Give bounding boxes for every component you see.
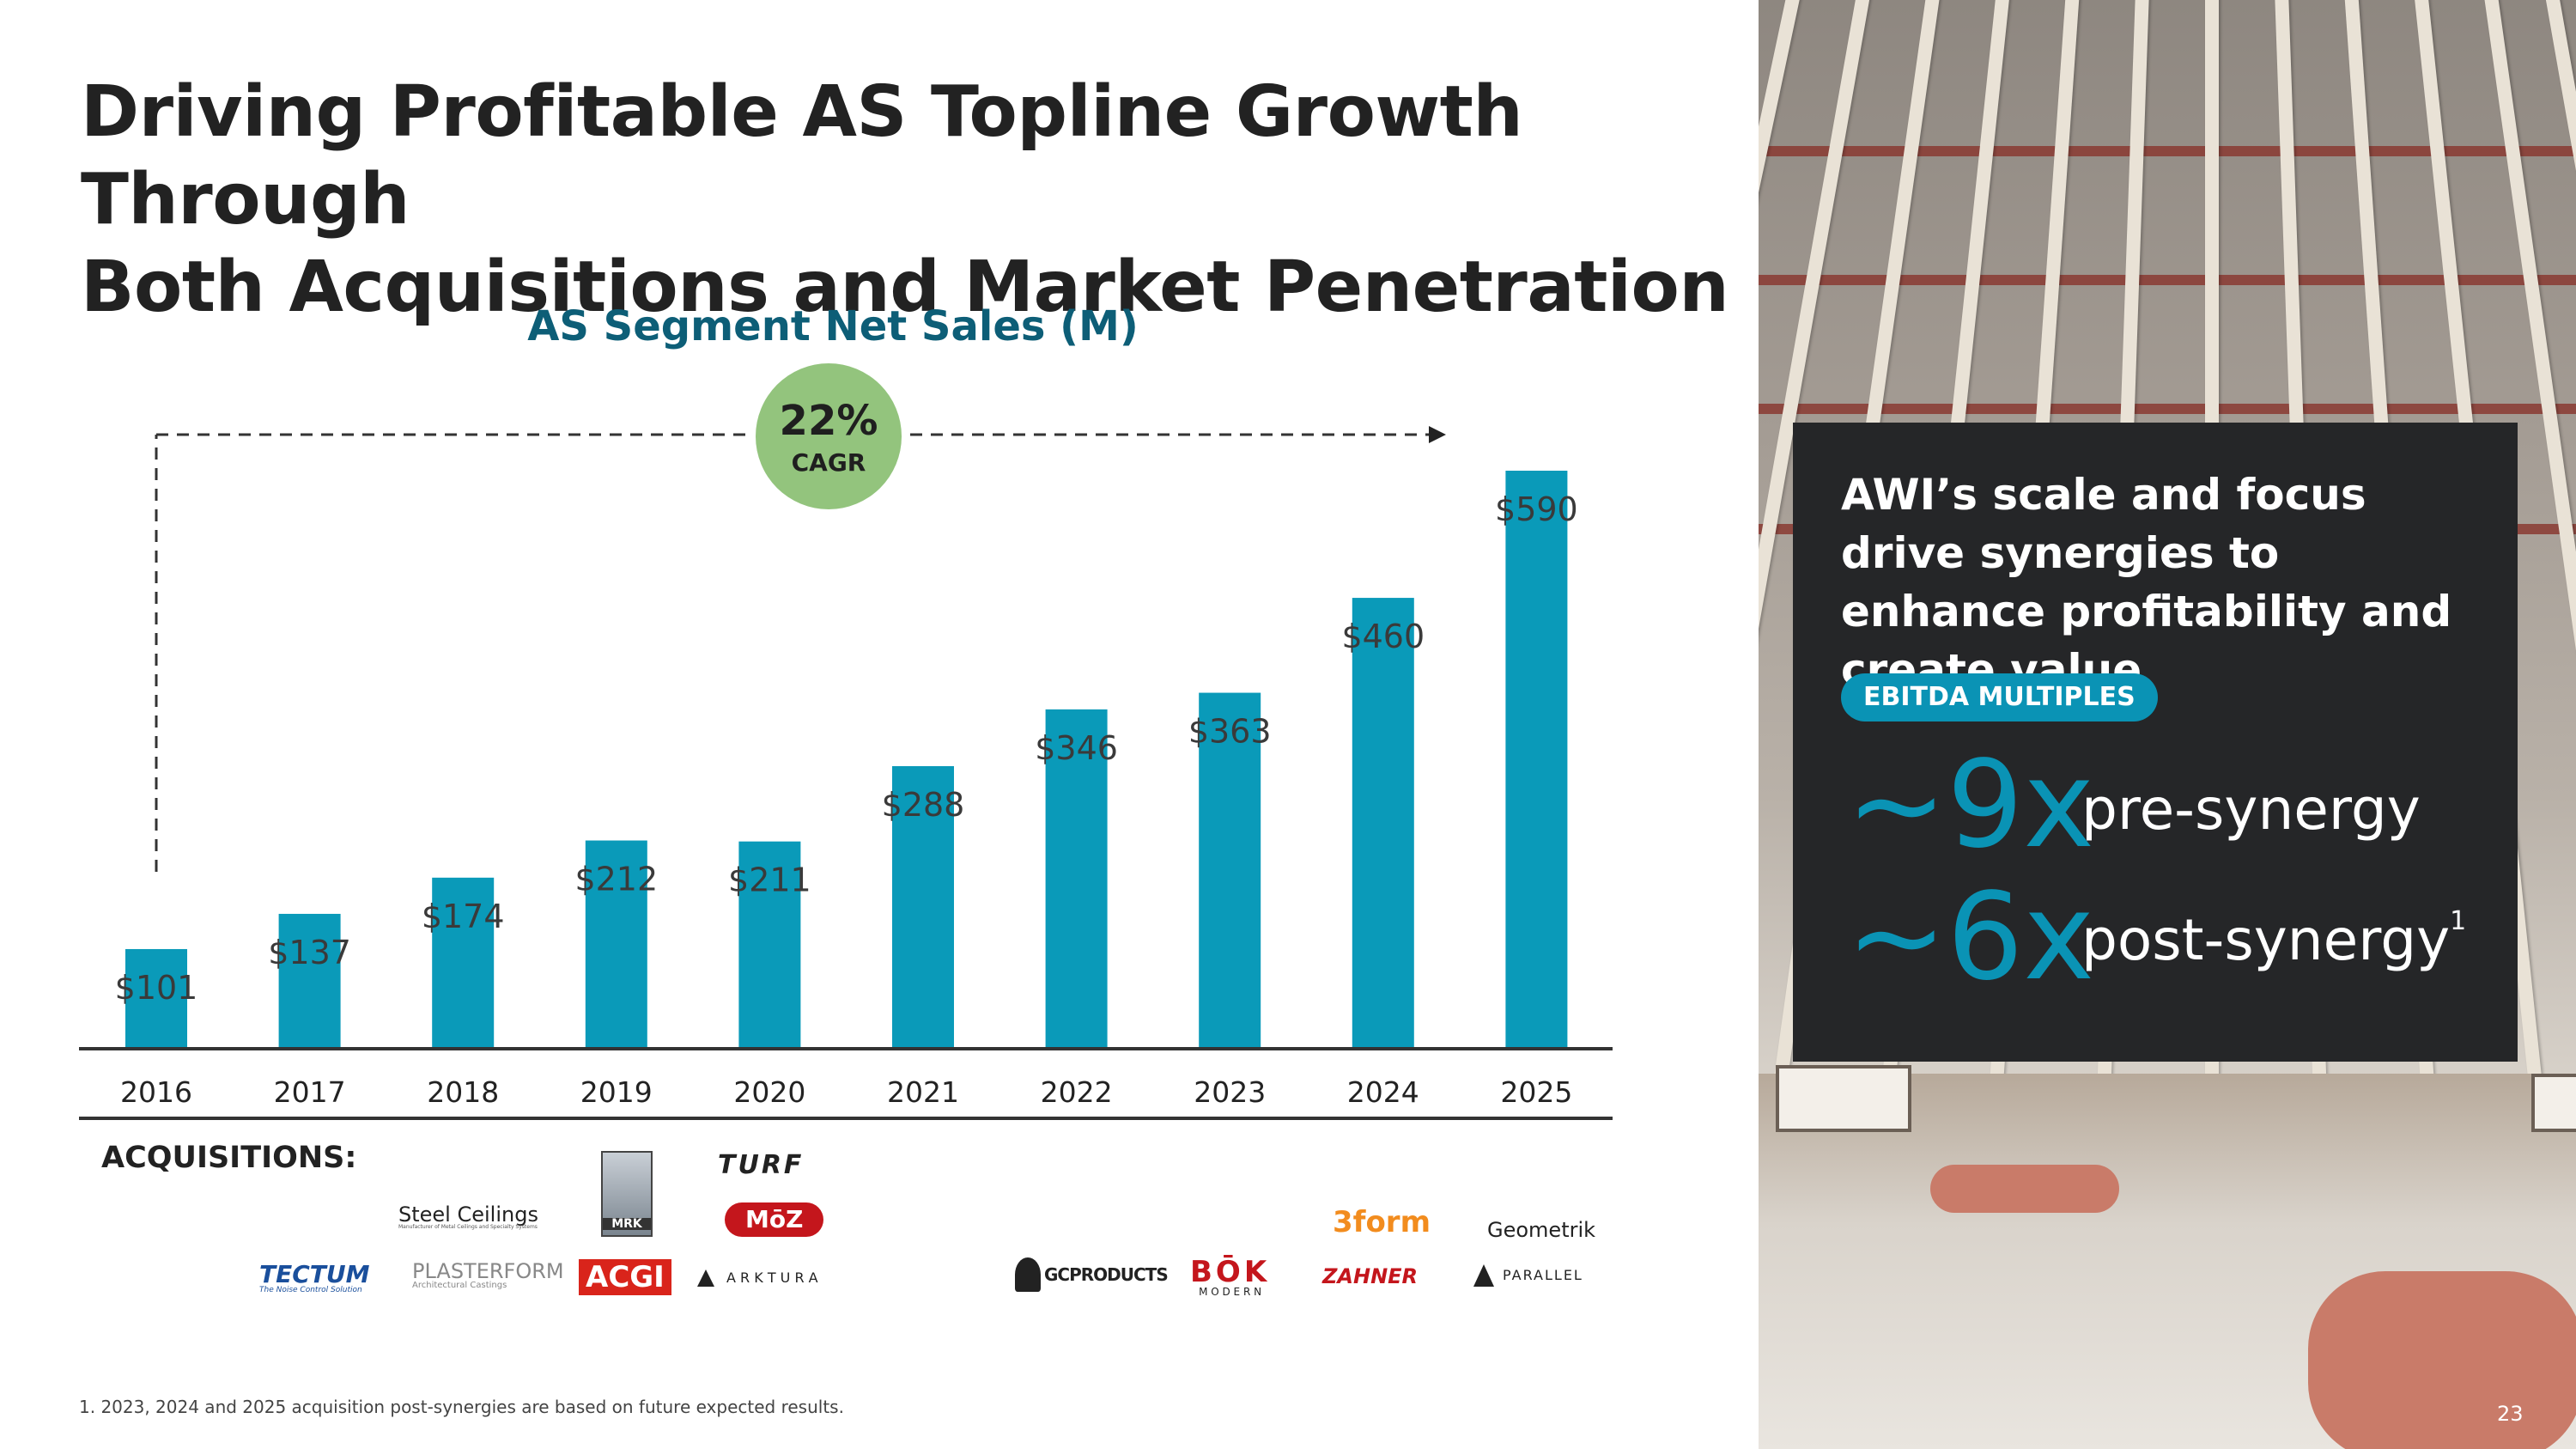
moz-logo: MōZ xyxy=(725,1202,824,1237)
post-synergy-value: ~6x xyxy=(1846,868,2095,1008)
bar-value-label: $590 xyxy=(1495,490,1578,528)
ebitda-multiples-badge: EBITDA MULTIPLES xyxy=(1841,673,2158,721)
acgi-logo: ACGI xyxy=(579,1259,671,1295)
arktura-logo: A R K T U R A xyxy=(697,1269,818,1287)
bar-value-label: $346 xyxy=(1035,729,1118,767)
bar-value-label: $137 xyxy=(268,934,351,971)
mrk-logo: MRK xyxy=(601,1151,653,1237)
bar-2022 xyxy=(1045,709,1108,1048)
bar-value-label: $211 xyxy=(728,861,811,899)
x-tick-label: 2016 xyxy=(120,1075,192,1109)
x-tick-label: 2025 xyxy=(1500,1075,1572,1109)
page-title: Driving Profitable AS Topline Growth Thr… xyxy=(81,69,1764,332)
cagr-badge xyxy=(756,363,902,509)
bar-value-label: $174 xyxy=(422,898,505,935)
bar-value-label: $101 xyxy=(115,969,198,1007)
x-tick-label: 2017 xyxy=(274,1075,346,1109)
page-title-line2: Both Acquisitions and Market Penetration xyxy=(81,247,1729,328)
zahner-logo: ZAHNER xyxy=(1322,1264,1419,1288)
bar-value-label: $363 xyxy=(1188,713,1272,751)
cagr-label: CAGR xyxy=(792,448,866,477)
cagr-value: 22% xyxy=(780,397,878,445)
arktura-mark-icon xyxy=(697,1269,714,1287)
bar-value-label: $288 xyxy=(882,786,965,824)
x-tick-label: 2018 xyxy=(427,1075,499,1109)
bar-2024 xyxy=(1352,598,1414,1048)
parallel-logo: PARALLEL xyxy=(1473,1264,1583,1287)
acquisitions-label: ACQUISITIONS: xyxy=(101,1141,357,1175)
footnote: 1. 2023, 2024 and 2025 acquisition post-… xyxy=(79,1397,844,1417)
gc-products-logo: GCPRODUCTS xyxy=(1015,1257,1169,1292)
post-synergy-label-wrap: post-synergy1 xyxy=(2081,909,2466,969)
bar-2020 xyxy=(738,841,801,1048)
x-tick-label: 2023 xyxy=(1194,1075,1266,1109)
x-tick-label: 2024 xyxy=(1347,1075,1419,1109)
page-title-line1: Driving Profitable AS Topline Growth Thr… xyxy=(81,71,1523,240)
chart-title: AS Segment Net Sales (M) xyxy=(527,302,1139,350)
post-synergy-footnote-marker: 1 xyxy=(2450,906,2467,936)
steel-ceilings-logo: Steel Ceilings Manufacturer of Metal Cei… xyxy=(398,1202,538,1230)
page-number: 23 xyxy=(2497,1402,2524,1426)
bar-2017 xyxy=(278,913,341,1048)
bar-2016 xyxy=(125,948,187,1048)
3form-logo: 3form xyxy=(1333,1205,1431,1239)
bar-2023 xyxy=(1199,692,1261,1048)
bok-modern-logo: BŌK M O D E R N xyxy=(1190,1255,1271,1298)
x-tick-label: 2022 xyxy=(1041,1075,1113,1109)
x-tick-label: 2020 xyxy=(733,1075,805,1109)
bar-2021 xyxy=(892,765,954,1048)
cagr-arrow-icon xyxy=(1429,426,1446,443)
x-tick-label: 2019 xyxy=(580,1075,653,1109)
bar-value-label: $212 xyxy=(574,861,658,898)
turf-logo: TURF xyxy=(718,1150,805,1180)
parallel-mark-icon xyxy=(1473,1264,1494,1287)
pre-synergy-value: ~9x xyxy=(1846,735,2095,875)
bar-2025 xyxy=(1505,471,1568,1048)
plasterform-logo: PLASTERFORM Architectural Castings xyxy=(412,1259,564,1290)
synergy-callout xyxy=(1793,423,2518,1062)
bar-2018 xyxy=(432,877,495,1048)
net-sales-chart: $101 2016 $137 2017 $174 2018 $212 2019 $211 2020… xyxy=(79,363,1613,1120)
bar-value-label: $460 xyxy=(1341,618,1425,655)
pre-synergy-label: pre-synergy xyxy=(2081,776,2421,843)
post-synergy-label: post-synergy xyxy=(2081,907,2451,973)
bar-2019 xyxy=(585,840,647,1048)
gc-mark-icon xyxy=(1015,1257,1041,1292)
tectum-logo: TECTUM The Noise Control Solution xyxy=(259,1260,370,1294)
x-tick-label: 2021 xyxy=(887,1075,959,1109)
geometrik-logo: Geometrik xyxy=(1487,1218,1596,1242)
callout-heading: AWI’s scale and focus drive synergies to… xyxy=(1841,470,2452,695)
